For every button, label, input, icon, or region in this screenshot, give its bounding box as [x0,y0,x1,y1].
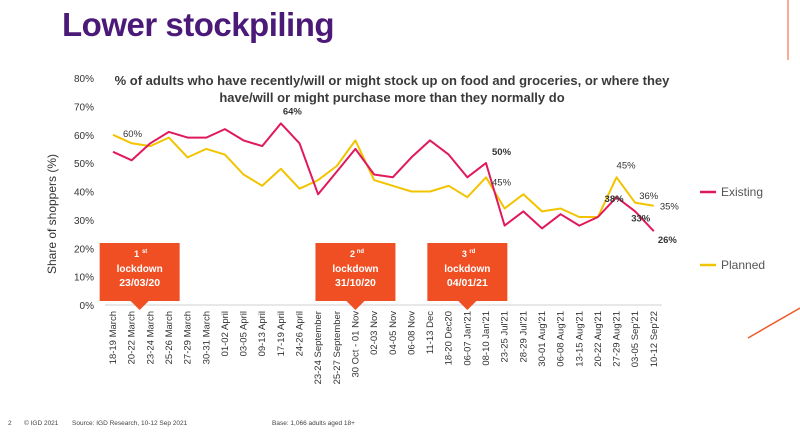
lockdown-pointer [346,301,365,310]
x-tick-label: 03-05 April [239,311,250,356]
y-tick-label: 20% [74,244,94,255]
data-label: 26% [658,235,678,246]
x-tick-label: 25-26 March [164,311,175,364]
x-tick-label: 06-08 Nov [406,311,417,355]
x-tick-label: 18-20 Dec20 [444,311,455,365]
x-tick-label: 06-07 Jan'21 [462,311,473,366]
footer-copyright: © IGD 2021 [24,420,59,427]
x-tick-label: 23-24 March [145,311,156,364]
lockdown-pointer [458,301,477,310]
y-tick-label: 50% [74,159,94,170]
lockdown-ordinal-suffix: nd [357,249,365,255]
x-tick-label: 27-29 March [183,311,194,364]
data-label: 33% [631,213,651,224]
x-tick-label: 04-05 Nov [388,311,399,355]
x-tick-label: 30-31 March [201,311,212,364]
x-tick-label: 23-24 September [313,311,324,384]
lockdown-ordinal-suffix: st [142,249,147,255]
footer-page-number: 2 [8,420,12,427]
data-label: 50% [492,147,512,158]
lockdown-date: 23/03/20 [119,277,160,289]
y-tick-label: 0% [80,301,95,312]
y-tick-label: 80% [74,74,94,85]
x-tick-label: 08-10 Jan'21 [481,311,492,366]
x-tick-label: 02-03 Nov [369,311,380,355]
series-line-planned [112,133,654,218]
lockdown-box [427,243,508,301]
page-title: Lower stockpiling [62,6,335,43]
lockdown-ordinal: 1 [134,249,139,259]
lockdown-ordinal: 2 [350,249,355,259]
data-label: 64% [283,106,303,117]
accent-line-diagonal [747,307,800,339]
x-tick-label: 27-29 Aug'21 [612,311,623,367]
lockdown-ordinal-suffix: rd [469,249,475,255]
x-tick-label: 11-13 Dec [425,311,436,354]
y-axis-title: Share of shoppers (%) [45,154,59,274]
x-tick-label: 20-22 March [127,311,138,364]
x-tick-label: 09-13 April [257,311,268,356]
footer-base: Base: 1,066 adults aged 18+ [272,420,355,427]
data-label: 36% [639,191,659,202]
y-tick-label: 30% [74,216,94,227]
data-label: 60% [123,129,143,140]
data-label: 45% [617,160,637,171]
x-tick-label: 17-19 April [276,311,287,356]
lockdown-label: lockdown [444,264,490,275]
lockdown-label: lockdown [117,264,163,275]
x-tick-label: 30-01 Aug'21 [537,311,548,367]
data-label: 35% [660,202,680,213]
data-label: 45% [492,177,512,188]
lockdown-date: 04/01/21 [447,277,488,289]
series-line-existing [112,122,655,232]
x-tick-label: 10-12 Sep'22 [649,311,660,367]
legend-label-existing: Existing [721,185,763,199]
lockdown-box [315,243,396,301]
x-tick-label: 28-29 Jul'21 [518,311,529,362]
lockdown-pointer [130,301,149,310]
legend-label-planned: Planned [721,258,765,272]
x-tick-label: 20-22 Aug'21 [593,311,604,367]
x-tick-label: 06-08 Aug'21 [556,311,567,367]
y-tick-label: 70% [74,102,94,113]
chart-subtitle: % of adults who have recently/will or mi… [114,73,670,105]
x-tick-label: 18-19 March [108,311,119,364]
x-tick-label: 23-25 Jul'21 [500,311,511,362]
footer-source: Source: IGD Research, 10-12 Sep 2021 [72,420,188,427]
lockdown-date: 31/10/20 [335,277,376,289]
y-tick-label: 60% [74,131,94,142]
y-tick-label: 40% [74,188,94,199]
x-tick-label: 01-02 April [220,311,231,356]
y-tick-label: 10% [74,273,94,284]
x-tick-label: 24-26 April [295,311,306,356]
x-tick-label: 25-27 September [332,311,343,384]
x-tick-label: 03-05 Sep'21 [630,311,641,367]
data-label: 38% [605,194,625,205]
lockdown-box [99,243,180,301]
lockdown-label: lockdown [332,264,378,275]
x-tick-label: 13-15 Aug'21 [574,311,585,367]
lockdown-ordinal: 3 [462,249,467,259]
x-tick-label: 30 Oct - 01 Nov [350,311,361,378]
